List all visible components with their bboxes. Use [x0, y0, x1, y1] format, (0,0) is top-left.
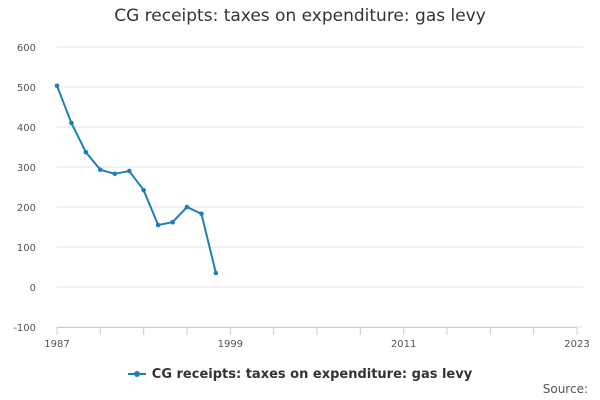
legend-label: CG receipts: taxes on expenditure: gas l…: [151, 366, 473, 382]
data-point: [98, 167, 103, 173]
series-layer: [54, 83, 219, 276]
x-tick-label: 2023: [564, 339, 589, 350]
data-point: [170, 219, 175, 225]
chart-title: CG receipts: taxes on expenditure: gas l…: [114, 6, 486, 26]
data-point: [126, 168, 132, 174]
y-tick-label: 500: [17, 83, 36, 94]
y-tick-label: 300: [17, 163, 36, 174]
source-label: Source:: [542, 382, 588, 396]
data-point: [141, 187, 146, 193]
data-point: [83, 149, 89, 155]
x-tick-label: 1999: [218, 339, 243, 350]
data-point: [54, 83, 60, 89]
y-tick-label: 600: [17, 43, 36, 54]
series-line: [56, 85, 217, 274]
y-tick-label: 400: [17, 123, 36, 134]
data-point: [69, 120, 74, 126]
data-point: [213, 270, 219, 276]
y-tick-label: 200: [17, 203, 36, 214]
y-tick-label: -100: [13, 323, 36, 334]
y-axis: 600 500 400 300 200 100 0 -100: [13, 43, 36, 334]
x-tick-label: 1987: [44, 339, 69, 350]
legend-swatch-icon: [127, 371, 146, 377]
legend-item[interactable]: CG receipts: taxes on expenditure: gas l…: [127, 366, 473, 382]
data-point: [112, 171, 118, 177]
legend: CG receipts: taxes on expenditure: gas l…: [0, 364, 600, 382]
x-tick-label: 2011: [391, 339, 416, 350]
y-tick-label: 0: [30, 283, 36, 294]
y-tick-label: 100: [17, 243, 36, 254]
grid-lines: [57, 46, 583, 328]
data-point: [155, 222, 161, 228]
data-point: [184, 204, 190, 210]
x-axis: 1987 1999 2011 2023: [44, 327, 590, 350]
data-point: [199, 211, 204, 217]
